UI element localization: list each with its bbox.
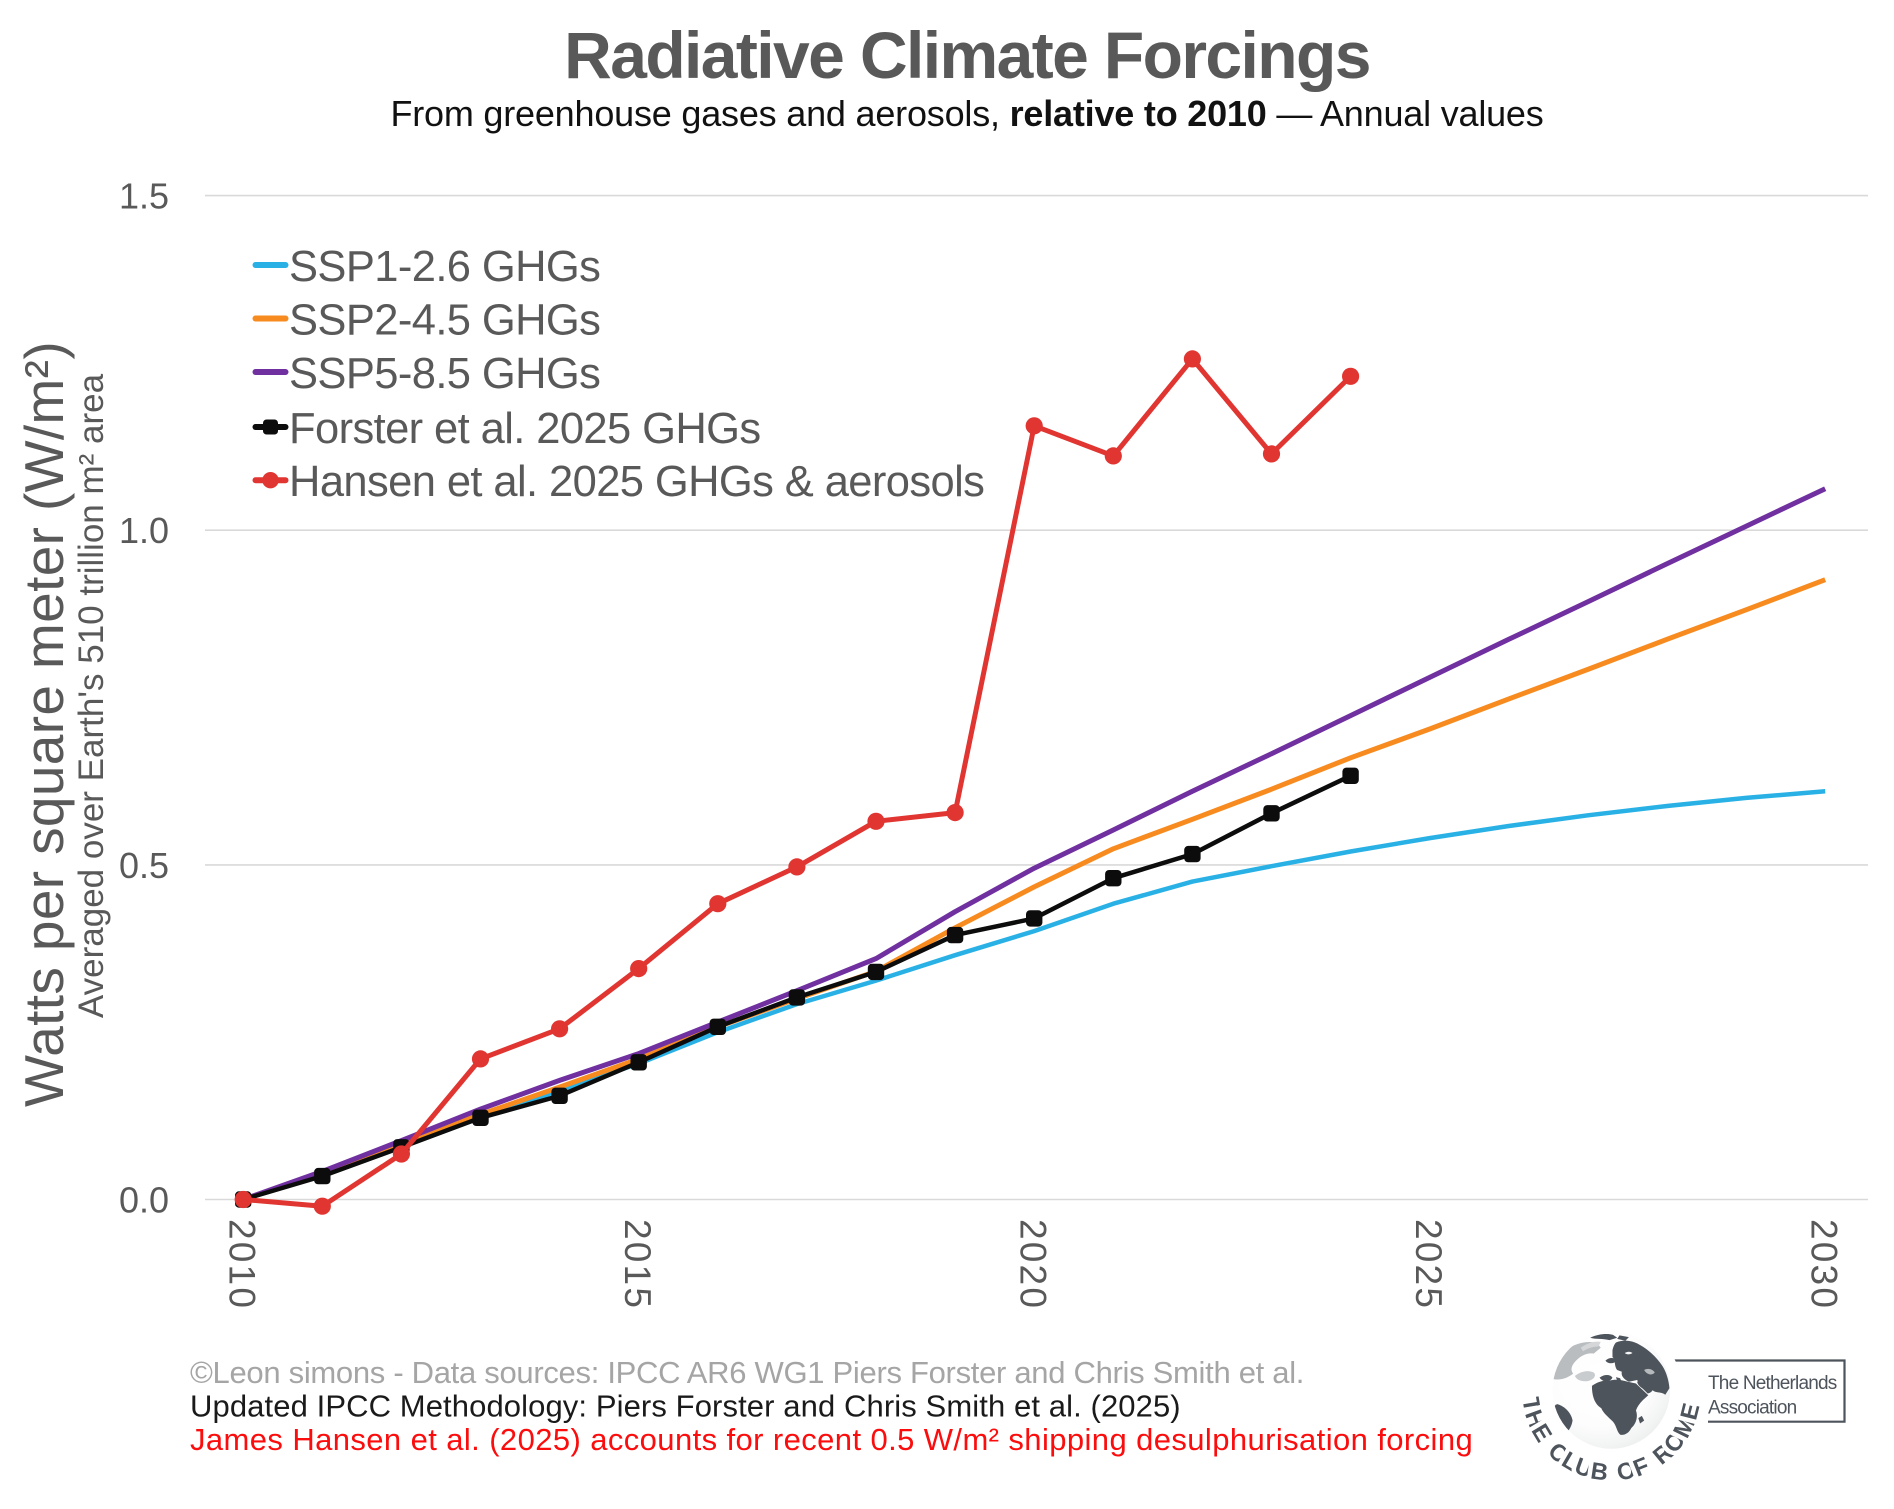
svg-text:2025: 2025 [1408, 1219, 1449, 1310]
svg-text:Updated IPCC Methodology: Pier: Updated IPCC Methodology: Piers Forster … [190, 1389, 1181, 1424]
svg-text:From greenhouse gases and aero: From greenhouse gases and aerosols, rela… [390, 93, 1543, 134]
svg-text:2020: 2020 [1013, 1219, 1054, 1310]
svg-text:SSP2-4.5 GHGs: SSP2-4.5 GHGs [289, 297, 600, 345]
svg-text:Association: Association [1708, 1398, 1797, 1419]
svg-text:0.0: 0.0 [119, 1180, 169, 1221]
svg-text:2030: 2030 [1804, 1219, 1845, 1310]
svg-text:Averaged over Earth's 510 tril: Averaged over Earth's 510 trillion m² ar… [72, 373, 111, 1018]
svg-text:1.5: 1.5 [119, 176, 169, 217]
svg-text:Watts per square meter (W/m²): Watts per square meter (W/m²) [13, 341, 75, 1107]
svg-text:2010: 2010 [222, 1219, 263, 1310]
svg-text:The Netherlands: The Netherlands [1708, 1373, 1837, 1394]
svg-text:©Leon simons - Data sources: I: ©Leon simons - Data sources: IPCC AR6 WG… [190, 1355, 1304, 1390]
svg-text:Hansen et al. 2025 GHGs & aero: Hansen et al. 2025 GHGs & aerosols [289, 458, 984, 506]
svg-text:Forster et al. 2025 GHGs: Forster et al. 2025 GHGs [289, 405, 761, 453]
svg-text:Radiative Climate Forcings: Radiative Climate Forcings [564, 18, 1370, 92]
svg-text:0.5: 0.5 [119, 845, 169, 886]
svg-text:2015: 2015 [617, 1219, 658, 1310]
svg-text:James Hansen et al. (2025) acc: James Hansen et al. (2025) accounts for … [190, 1422, 1473, 1457]
svg-text:SSP5-8.5 GHGs: SSP5-8.5 GHGs [289, 350, 600, 398]
svg-text:SSP1-2.6 GHGs: SSP1-2.6 GHGs [289, 243, 600, 291]
svg-text:1.0: 1.0 [119, 510, 169, 551]
